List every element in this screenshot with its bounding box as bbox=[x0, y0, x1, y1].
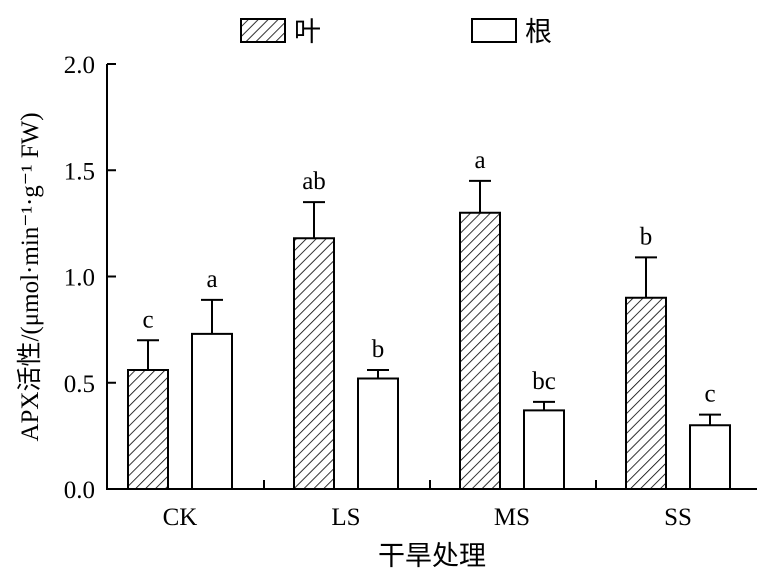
y-tick-label: 1.0 bbox=[64, 265, 95, 292]
significance-letter: bc bbox=[532, 368, 556, 395]
bar-leaf-ck bbox=[127, 369, 169, 490]
bar-leaf-ls bbox=[293, 237, 335, 490]
y-tick-label: 0.0 bbox=[64, 477, 95, 504]
legend-label-root: 根 bbox=[525, 17, 552, 47]
significance-letter: c bbox=[704, 381, 715, 408]
bar-root-ss bbox=[689, 424, 731, 490]
y-tick-label: 1.5 bbox=[64, 158, 95, 185]
significance-letter: a bbox=[474, 147, 485, 174]
significance-letter: c bbox=[142, 306, 153, 333]
legend-label-leaf: 叶 bbox=[294, 17, 321, 47]
legend-swatch-leaf bbox=[240, 18, 286, 43]
significance-letter: b bbox=[372, 336, 385, 363]
bar-leaf-ms bbox=[459, 211, 501, 490]
significance-letter: b bbox=[640, 223, 653, 250]
bar-leaf-ss bbox=[625, 296, 667, 490]
significance-letter: ab bbox=[302, 168, 326, 195]
x-tick-label: SS bbox=[664, 504, 692, 531]
x-ticks: CK LS MS SS bbox=[163, 480, 692, 531]
bar-root-ls bbox=[357, 377, 399, 490]
y-tick-label: 2.0 bbox=[64, 52, 95, 79]
bar-root-ck bbox=[191, 332, 233, 490]
x-tick-label: MS bbox=[494, 504, 530, 531]
x-axis-label: 干旱处理 bbox=[378, 541, 486, 571]
y-tick-label: 0.5 bbox=[64, 371, 95, 398]
legend-swatch-root bbox=[471, 18, 517, 43]
x-tick-label: LS bbox=[331, 504, 360, 531]
bar-root-ms bbox=[523, 409, 565, 490]
significance-letter: a bbox=[206, 266, 217, 293]
x-tick-label: CK bbox=[163, 504, 198, 531]
y-ticks: 0.0 0.5 1.0 1.5 2.0 bbox=[64, 52, 116, 504]
legend: 叶 根 bbox=[240, 17, 552, 47]
y-axis-label: APX活性/(μmol·min⁻¹·g⁻¹ FW) bbox=[16, 112, 44, 441]
